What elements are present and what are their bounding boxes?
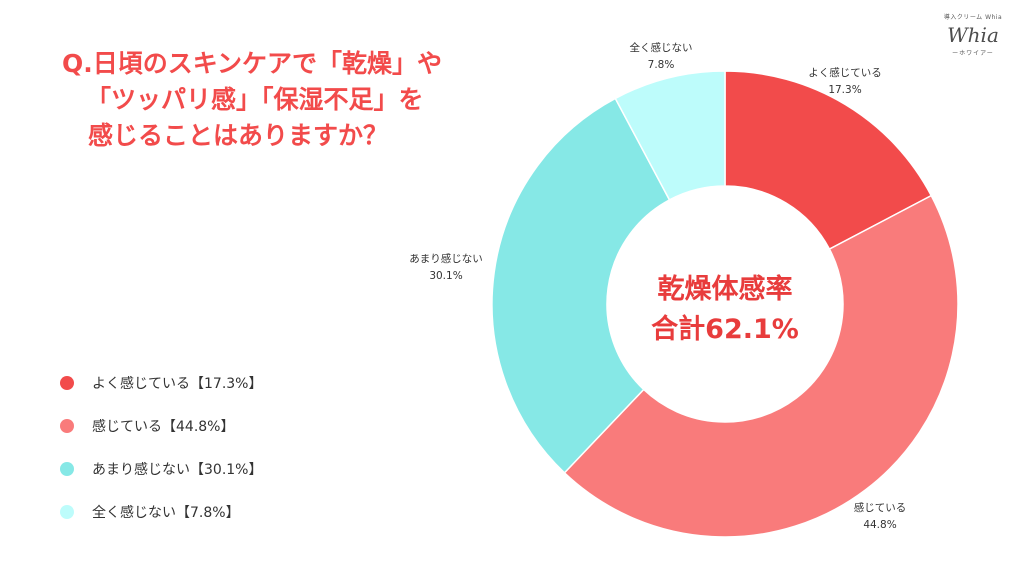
- legend-item: よく感じている【17.3%】: [60, 369, 262, 397]
- legend-dot-icon: [60, 462, 74, 476]
- donut-slice-strongly-feel: [724, 70, 933, 251]
- legend-dot-icon: [60, 376, 74, 390]
- center-label-line-1: 乾燥体感率: [658, 273, 793, 305]
- slice-labels: よく感じている 17.3% 感じている 44.8% あまり感じない 30.1% 全く感じない…: [409, 41, 906, 531]
- legend-item: 感じている【44.8%】: [60, 412, 262, 440]
- legend-item: 全く感じない【7.8%】: [60, 498, 262, 526]
- slice-category-label: 全く感じない: [630, 41, 693, 54]
- question-title-line-3: 感じることはありますか？: [88, 121, 389, 150]
- center-label-line-2: 合計62.1%: [651, 313, 799, 345]
- slice-category-label: 感じている: [854, 501, 907, 514]
- slice-value-label: 30.1%: [429, 270, 462, 282]
- legend-label: 全く感じない【7.8%】: [92, 505, 240, 521]
- question-title: Q.日頃のスキンケアで「乾燥」や 「ツッパリ感」「保湿不足」を 感じることはあり…: [62, 46, 442, 154]
- slice-value-label: 44.8%: [863, 519, 896, 531]
- chart-legend: よく感じている【17.3%】 感じている【44.8%】 あまり感じない【30.1…: [60, 369, 262, 541]
- legend-label: あまり感じない【30.1%】: [92, 462, 263, 478]
- legend-label: 感じている【44.8%】: [92, 419, 235, 435]
- donut-slice-never-feel: [614, 70, 726, 201]
- question-title-line-2: 「ツッパリ感」「保湿不足」を: [86, 85, 424, 114]
- slice-value-label: 17.3%: [828, 84, 861, 96]
- legend-dot-icon: [60, 419, 74, 433]
- brand-script-logo: Whia: [947, 23, 999, 47]
- donut-slices: [491, 70, 959, 538]
- slice-category-label: あまり感じない: [409, 252, 483, 265]
- question-title-line-1: Q.日頃のスキンケアで「乾燥」や: [62, 49, 443, 78]
- slice-category-label: よく感じている: [808, 66, 882, 79]
- donut-slice-feel: [563, 194, 959, 538]
- legend-item: あまり感じない【30.1%】: [60, 455, 262, 483]
- brand-tagline: 導入クリーム Whia: [943, 14, 1003, 21]
- legend-label: よく感じている【17.3%】: [92, 376, 263, 392]
- legend-dot-icon: [60, 505, 74, 519]
- donut-slice-rarely-feel: [491, 97, 671, 474]
- brand-logo-text: Whia: [947, 23, 999, 47]
- brand-logo: 導入クリーム Whia Whia ーホワイアー: [938, 12, 1008, 57]
- brand-reading: ーホワイアー: [952, 50, 994, 57]
- slice-value-label: 7.8%: [648, 59, 675, 71]
